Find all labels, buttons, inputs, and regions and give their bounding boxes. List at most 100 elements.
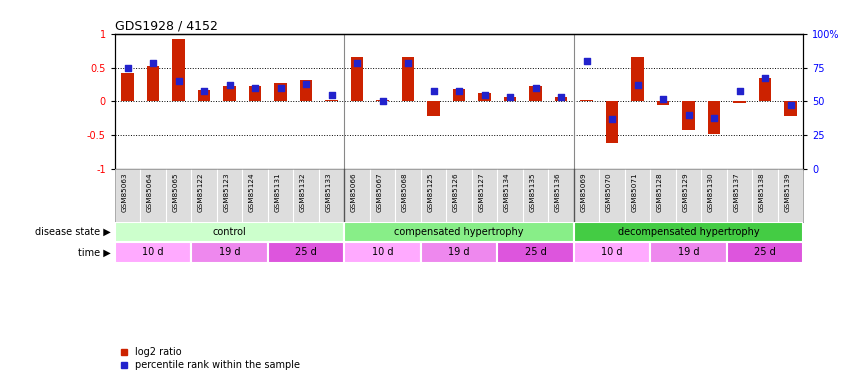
Bar <box>344 242 421 262</box>
Bar <box>605 101 618 143</box>
Bar <box>248 87 262 101</box>
Bar <box>115 242 191 262</box>
Text: GSM85138: GSM85138 <box>759 172 765 212</box>
Bar <box>574 242 650 262</box>
Point <box>299 81 313 87</box>
Text: compensated hypertrophy: compensated hypertrophy <box>394 227 524 237</box>
Text: GDS1928 / 4152: GDS1928 / 4152 <box>115 20 218 33</box>
Text: 10 d: 10 d <box>601 248 623 257</box>
Bar <box>682 101 694 130</box>
Bar <box>574 222 803 242</box>
Point <box>529 85 542 91</box>
Point <box>121 64 134 70</box>
Text: GSM85064: GSM85064 <box>147 172 153 212</box>
Bar <box>274 83 286 101</box>
Text: GSM85070: GSM85070 <box>606 172 612 212</box>
Text: 19 d: 19 d <box>677 248 700 257</box>
Point <box>784 102 797 108</box>
Text: GSM85125: GSM85125 <box>428 172 434 212</box>
Bar <box>376 100 388 101</box>
Bar <box>191 242 268 262</box>
Bar <box>784 101 796 116</box>
Text: time ▶: time ▶ <box>77 248 110 257</box>
Bar <box>529 87 542 101</box>
Bar <box>758 78 772 101</box>
Text: GSM85068: GSM85068 <box>402 172 408 212</box>
Point <box>733 87 746 93</box>
Text: 19 d: 19 d <box>218 248 241 257</box>
Point <box>248 85 262 91</box>
Text: disease state ▶: disease state ▶ <box>35 227 110 237</box>
Text: GSM85131: GSM85131 <box>275 172 280 212</box>
Text: GSM85063: GSM85063 <box>122 172 127 212</box>
Bar <box>497 242 574 262</box>
Text: GSM85135: GSM85135 <box>530 172 536 212</box>
Bar <box>656 101 670 105</box>
Text: decompensated hypertrophy: decompensated hypertrophy <box>618 227 759 237</box>
Bar <box>421 242 497 262</box>
Bar <box>146 66 159 101</box>
Text: GSM85123: GSM85123 <box>224 172 230 212</box>
Text: GSM85130: GSM85130 <box>708 172 714 212</box>
Bar <box>401 57 414 101</box>
Bar <box>223 87 235 101</box>
Bar <box>197 90 210 101</box>
Point <box>631 82 644 88</box>
Text: 10 d: 10 d <box>142 248 164 257</box>
Point <box>478 92 491 98</box>
Text: GSM85136: GSM85136 <box>555 172 561 212</box>
Bar <box>503 97 516 101</box>
Text: GSM85071: GSM85071 <box>632 172 638 212</box>
Text: 19 d: 19 d <box>448 248 470 257</box>
Bar <box>650 242 727 262</box>
Bar <box>727 242 803 262</box>
Text: GSM85124: GSM85124 <box>249 172 255 212</box>
Text: GSM85067: GSM85067 <box>377 172 382 212</box>
Bar <box>122 73 133 101</box>
Point <box>197 87 211 93</box>
Point <box>605 116 619 122</box>
Text: GSM85129: GSM85129 <box>683 172 689 212</box>
Point <box>707 114 721 120</box>
Text: GSM85139: GSM85139 <box>785 172 791 212</box>
Text: GSM85127: GSM85127 <box>479 172 484 212</box>
Point <box>758 75 772 81</box>
Point <box>682 112 695 118</box>
Text: GSM85132: GSM85132 <box>300 172 306 212</box>
Legend: log2 ratio, percentile rank within the sample: log2 ratio, percentile rank within the s… <box>120 347 300 370</box>
Text: 25 d: 25 d <box>524 248 547 257</box>
Bar <box>452 89 466 101</box>
Bar <box>268 242 344 262</box>
Bar <box>344 222 574 242</box>
Bar <box>299 80 313 101</box>
Bar <box>478 93 490 101</box>
Point <box>503 94 517 100</box>
Point <box>274 85 287 91</box>
Text: GSM85126: GSM85126 <box>453 172 459 212</box>
Point <box>554 94 568 100</box>
Text: GSM85133: GSM85133 <box>326 172 332 212</box>
Point <box>172 78 185 84</box>
Bar <box>580 100 592 101</box>
Bar <box>631 57 644 101</box>
Bar <box>427 101 440 116</box>
Point <box>580 58 593 64</box>
Point <box>401 60 415 66</box>
Bar <box>172 39 184 101</box>
Point <box>427 87 440 93</box>
Bar <box>707 101 720 134</box>
Text: 25 d: 25 d <box>754 248 776 257</box>
Text: GSM85134: GSM85134 <box>504 172 510 212</box>
Point <box>223 82 236 88</box>
Text: GSM85128: GSM85128 <box>657 172 663 212</box>
Text: GSM85122: GSM85122 <box>198 172 204 212</box>
Point <box>350 60 364 66</box>
Bar <box>350 57 363 101</box>
Point <box>452 87 466 93</box>
Text: 10 d: 10 d <box>371 248 394 257</box>
Bar <box>325 100 337 101</box>
Text: GSM85137: GSM85137 <box>734 172 740 212</box>
Point <box>656 96 670 102</box>
Text: GSM85065: GSM85065 <box>173 172 178 212</box>
Text: GSM85069: GSM85069 <box>581 172 586 212</box>
